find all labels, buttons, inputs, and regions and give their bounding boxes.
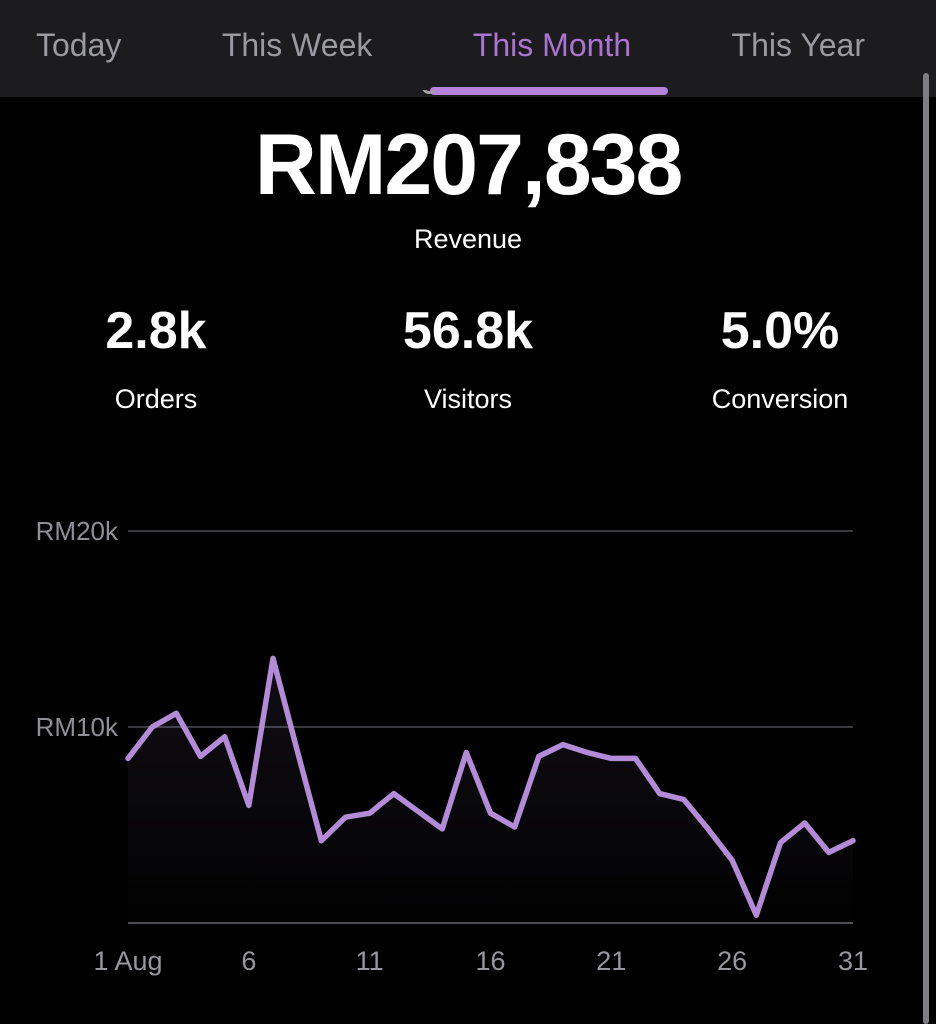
revenue-area xyxy=(128,658,853,923)
y-tick-label: RM20k xyxy=(36,516,119,546)
visitors-label: Visitors xyxy=(423,384,513,415)
x-tick-label: 6 xyxy=(241,946,256,976)
stat-visitors: 56.8k Visitors xyxy=(312,302,624,415)
x-tick-label: 16 xyxy=(475,946,505,976)
tab-today[interactable]: Today xyxy=(36,27,122,63)
stat-conversion: 5.0% Conversion xyxy=(624,302,936,415)
scrollbar-thumb[interactable] xyxy=(923,73,929,1024)
tab-this-year[interactable]: This Year xyxy=(731,27,865,63)
y-tick-label: RM10k xyxy=(36,712,119,742)
time-range-tabbar: Today This Week This Month This Year xyxy=(0,0,936,97)
tab-this-week[interactable]: This Week xyxy=(221,27,373,63)
chart-axis-labels: RM20k RM10k 1 Aug 6 11 16 21 26 31 xyxy=(36,516,868,976)
tab-this-month[interactable]: This Month xyxy=(472,27,632,63)
stat-orders: 2.8k Orders xyxy=(0,302,312,415)
x-tick-label: 31 xyxy=(838,946,868,976)
x-tick-label: 11 xyxy=(356,946,384,976)
conversion-value: 5.0% xyxy=(720,302,840,360)
revenue-line xyxy=(125,655,856,918)
revenue-chart: RM20k RM10k 1 Aug 6 11 16 21 26 31 xyxy=(36,516,868,976)
x-tick-label: 26 xyxy=(717,946,747,976)
x-tick-label: 1 Aug xyxy=(93,946,162,976)
stats-row: 2.8k Orders 56.8k Visitors 5.0% Conversi… xyxy=(0,302,936,415)
revenue-value: RM207,838 xyxy=(254,117,684,213)
orders-label: Orders xyxy=(114,384,198,415)
active-tab-indicator xyxy=(430,87,668,95)
x-tick-label: 21 xyxy=(596,946,626,976)
visitors-value: 56.8k xyxy=(402,302,534,360)
obscured-text-descender xyxy=(421,90,441,101)
orders-value: 2.8k xyxy=(105,302,207,360)
revenue-label: Revenue xyxy=(413,224,523,255)
revenue-summary: RM207,838 Revenue xyxy=(0,120,936,255)
conversion-label: Conversion xyxy=(711,384,849,415)
